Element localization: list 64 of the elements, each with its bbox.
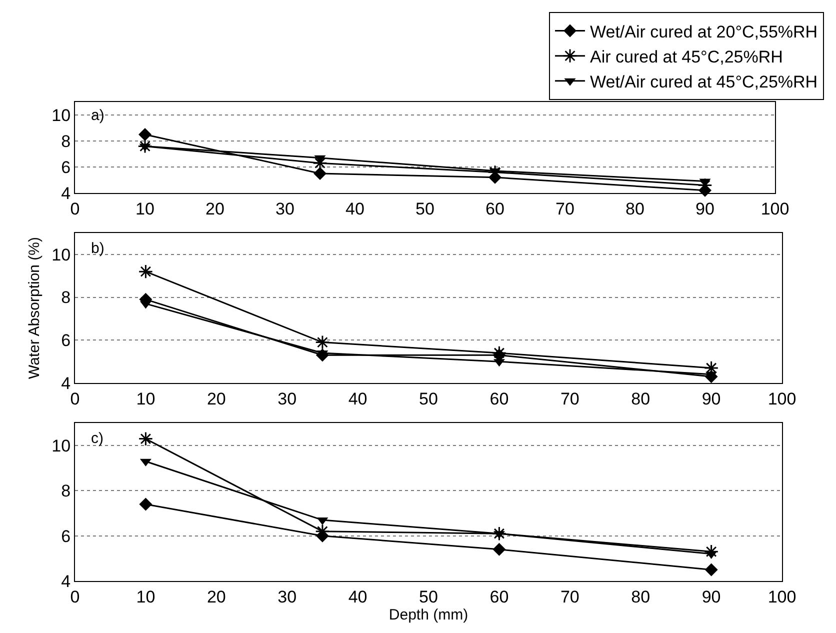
x-tick-label: 90 — [702, 389, 721, 408]
point — [138, 128, 152, 141]
x-tick-label: 80 — [626, 199, 644, 218]
x-tick-label: 40 — [346, 199, 364, 218]
y-tick-label: 10 — [52, 245, 71, 264]
legend-label: Air cured at 45°C,25%RH — [590, 47, 783, 66]
y-tick-label: 10 — [52, 436, 71, 456]
x-tick-label: 30 — [276, 199, 294, 218]
annotation: b) — [91, 240, 104, 257]
annotation: c) — [91, 430, 104, 447]
x-tick-label: 10 — [136, 389, 156, 408]
y-tick-label: 4 — [61, 184, 71, 203]
x-tick-label: 90 — [696, 199, 714, 218]
x-tick-label: 30 — [278, 389, 297, 408]
point — [138, 431, 154, 446]
x-tick-label: 80 — [631, 587, 650, 606]
x-tick-label: 50 — [419, 389, 438, 408]
annotation: a) — [91, 107, 104, 124]
x-tick-label: 60 — [486, 199, 504, 218]
x-tick-label: 80 — [631, 389, 650, 408]
x-tick-label: 0 — [70, 587, 80, 606]
point — [315, 334, 330, 350]
x-tick-label: 0 — [70, 389, 80, 408]
x-tick-label: 10 — [136, 199, 154, 218]
x-tick-label: 90 — [702, 587, 721, 606]
x-tick-label: 40 — [348, 389, 368, 408]
point — [139, 498, 152, 511]
x-tick-label: 10 — [136, 587, 156, 606]
y-tick-label: 10 — [52, 106, 71, 125]
point — [492, 346, 507, 360]
y-tick-label: 6 — [61, 331, 71, 350]
x-tick-label: 70 — [560, 587, 580, 606]
x-tick-label: 70 — [556, 199, 574, 218]
x-tick-label: 0 — [70, 199, 80, 218]
x-tick-label: 100 — [768, 389, 796, 408]
x-tick-label: 40 — [348, 587, 368, 606]
y-axis-title: Water Absorption (%) — [26, 237, 43, 379]
point — [138, 264, 154, 279]
y-tick-label: 8 — [61, 132, 71, 151]
y-tick-label: 4 — [61, 572, 71, 591]
y-tick-label: 8 — [61, 482, 71, 501]
x-tick-label: 20 — [206, 587, 226, 606]
x-tick-label: 50 — [416, 199, 434, 218]
point — [138, 138, 152, 154]
x-tick-label: 60 — [490, 389, 509, 408]
legend-label: Wet/Air cured at 20°C,55%RH — [590, 22, 818, 42]
legend-label: Wet/Air cured at 45°C,25%RH — [590, 72, 818, 92]
x-tick-label: 100 — [760, 199, 790, 218]
x-tick-label: 60 — [490, 587, 509, 606]
x-tick-label: 20 — [206, 199, 224, 218]
y-tick-label: 6 — [61, 158, 71, 177]
x-tick-label: 20 — [206, 389, 226, 408]
point — [704, 563, 718, 576]
x-axis-title: Depth (mm) — [388, 606, 468, 624]
point — [314, 167, 326, 180]
y-tick-label: 6 — [61, 526, 71, 546]
x-tick-label: 50 — [419, 587, 438, 606]
y-tick-label: 8 — [61, 288, 71, 308]
x-tick-label: 30 — [278, 587, 297, 606]
point — [492, 542, 506, 556]
point — [704, 544, 719, 560]
y-tick-label: 4 — [61, 374, 71, 393]
x-tick-label: 100 — [768, 587, 796, 606]
x-tick-label: 70 — [560, 389, 580, 408]
